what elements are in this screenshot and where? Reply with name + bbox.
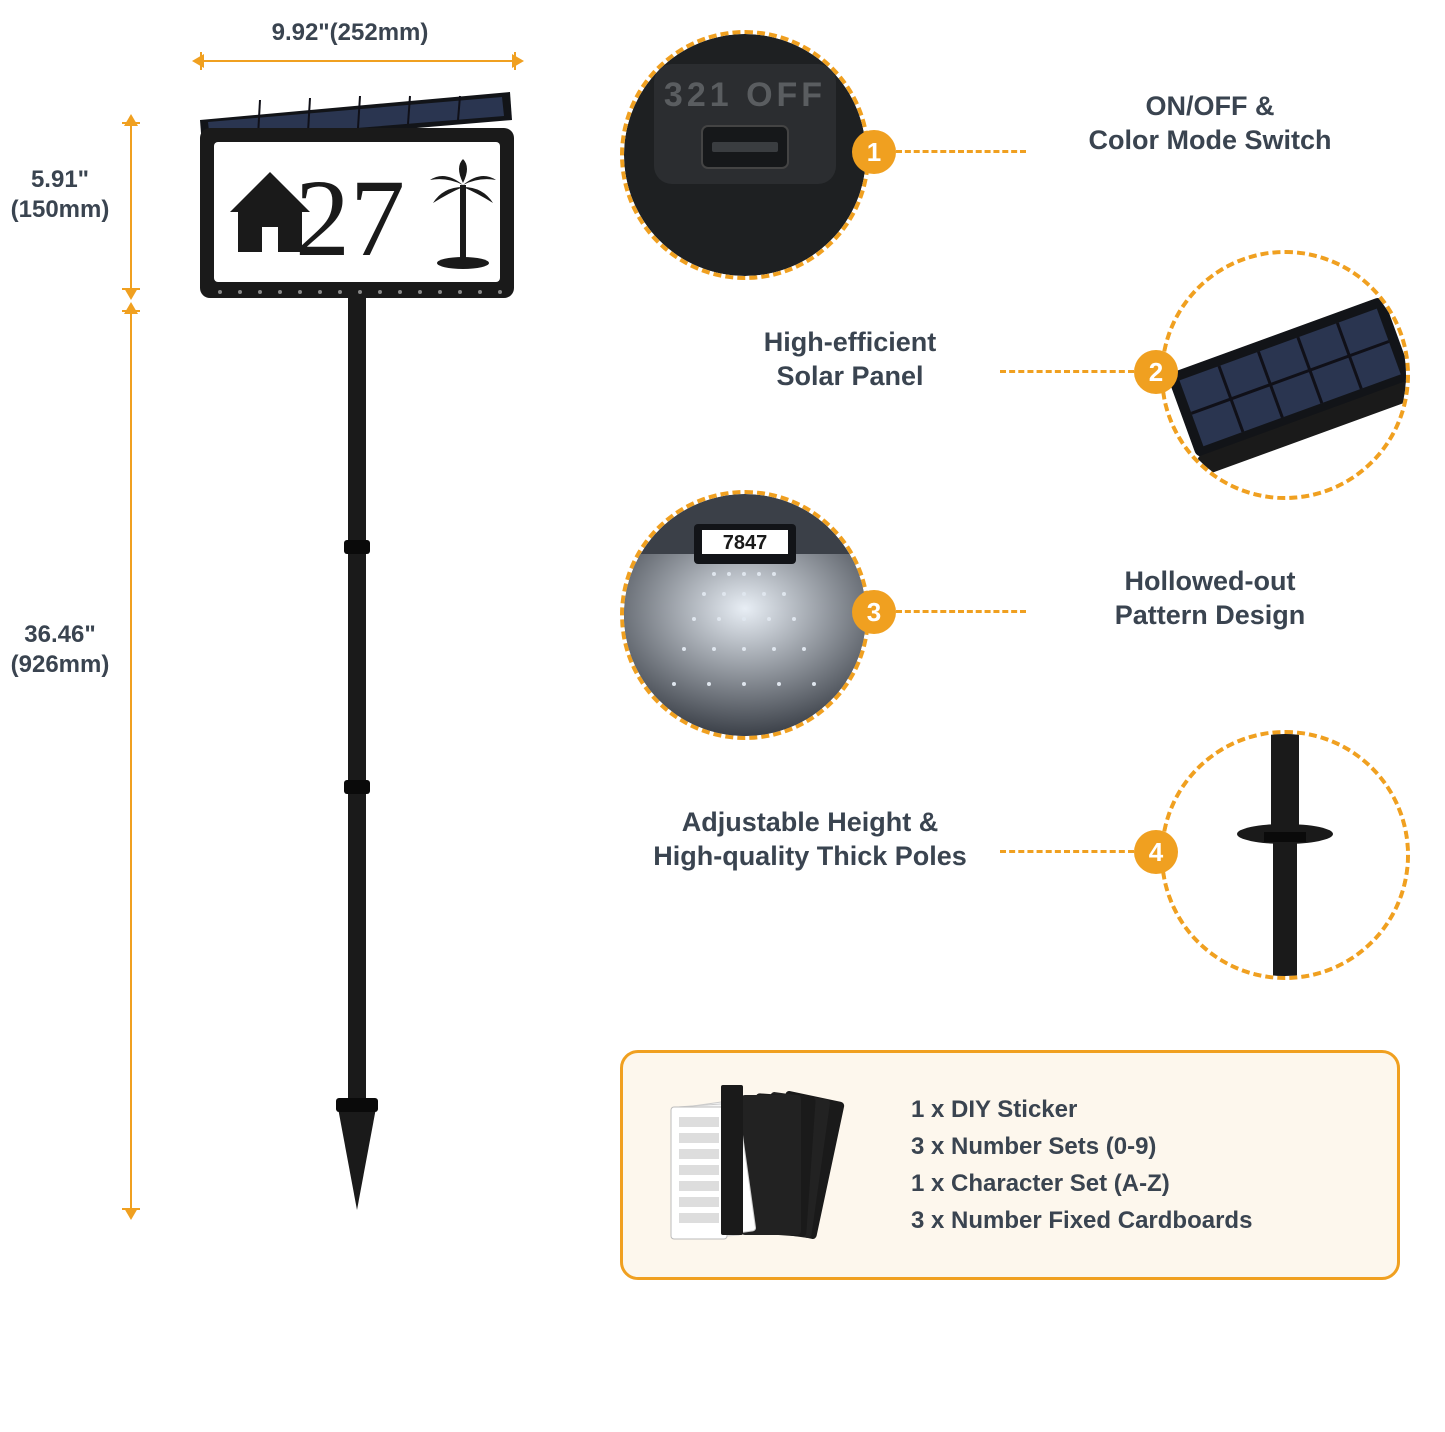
- dim-width-tick-r: [514, 52, 516, 70]
- dim-width-line: [200, 60, 515, 62]
- feature2-connector: [1000, 370, 1134, 373]
- feature3-circle: 7847: [620, 490, 870, 740]
- dim-width-label: 9.92"(252mm): [210, 18, 490, 48]
- switch-illustration: 321 OFF: [624, 34, 866, 276]
- contents-list: 1 x DIY Sticker 3 x Number Sets (0-9) 1 …: [911, 1091, 1252, 1240]
- dim-total-height-tick-b2: [122, 1208, 140, 1210]
- feature4-connector: [1000, 850, 1134, 853]
- pattern-illustration: 7847: [624, 494, 866, 736]
- feature4-circle: [1160, 730, 1410, 980]
- sign-number: 27: [295, 157, 405, 279]
- feature4-l2: High-quality Thick Poles: [653, 841, 967, 871]
- pole-illustration: [1164, 734, 1406, 976]
- dim-sign-height-label: 5.91" (150mm): [0, 165, 120, 225]
- feature1-l2: Color Mode Switch: [1089, 125, 1332, 155]
- dim-sign-height-line: [130, 122, 132, 290]
- feature3-connector: [896, 610, 1026, 613]
- feature4-l1: Adjustable Height &: [682, 807, 939, 837]
- feature1-connector: [896, 150, 1026, 153]
- dim-width-arrow-l: [192, 54, 204, 68]
- feature2-l1: High-efficient: [764, 327, 937, 357]
- solar-illustration: [1164, 254, 1406, 496]
- dim-sign-height-l2: (150mm): [11, 196, 110, 223]
- contents-box: 1 x DIY Sticker 3 x Number Sets (0-9) 1 …: [620, 1050, 1400, 1280]
- feature1-circle: 321 OFF: [620, 30, 870, 280]
- dim-sign-height-arrow-t: [124, 114, 138, 126]
- feature3-l1: Hollowed-out: [1125, 566, 1296, 596]
- dim-sign-height-tick-b: [122, 288, 140, 290]
- dim-sign-height-tick-t: [122, 122, 140, 124]
- feature2-label: High-efficient Solar Panel: [700, 326, 1000, 394]
- feature2-badge: 2: [1134, 350, 1178, 394]
- feature1-label: ON/OFF & Color Mode Switch: [1030, 90, 1390, 158]
- feature3-badge: 3: [852, 590, 896, 634]
- feature3-l2: Pattern Design: [1115, 600, 1306, 630]
- contents-item-2: 3 x Number Sets (0-9): [911, 1128, 1252, 1165]
- feature4-label: Adjustable Height & High-quality Thick P…: [610, 806, 1010, 874]
- switch-text: 321 OFF: [664, 76, 826, 114]
- wall-number: 7847: [723, 532, 768, 554]
- feature4-badge: 4: [1134, 830, 1178, 874]
- dim-total-height-arrow-t: [124, 302, 138, 314]
- contents-illustration: [651, 1075, 881, 1255]
- feature3-label: Hollowed-out Pattern Design: [1030, 565, 1390, 633]
- dim-total-height-tick-t2: [122, 310, 140, 312]
- dim-total-height-line: [130, 310, 132, 1210]
- dim-total-height-l2: (926mm): [11, 651, 110, 678]
- dim-total-height-l1: 36.46": [24, 621, 95, 648]
- feature1-l1: ON/OFF &: [1146, 91, 1275, 121]
- contents-item-1: 1 x DIY Sticker: [911, 1091, 1252, 1128]
- contents-item-4: 3 x Number Fixed Cardboards: [911, 1202, 1252, 1239]
- feature1-badge: 1: [852, 130, 896, 174]
- product-illustration: 27: [180, 80, 540, 1240]
- dim-sign-height-l1: 5.91": [31, 166, 89, 193]
- feature2-circle: [1160, 250, 1410, 500]
- feature2-l2: Solar Panel: [776, 361, 923, 391]
- dim-total-height-label: 36.46" (926mm): [0, 620, 120, 680]
- contents-item-3: 1 x Character Set (A-Z): [911, 1165, 1252, 1202]
- dim-width-tick-l: [200, 52, 202, 70]
